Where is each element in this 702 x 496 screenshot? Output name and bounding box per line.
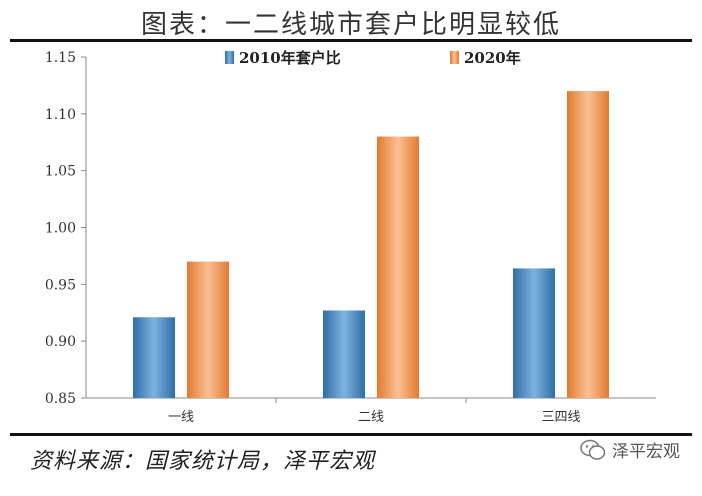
x-tick-label: 一线 (168, 410, 194, 425)
top-rule (10, 39, 692, 42)
chart-axes: 0.85 0.90 0.95 1.00 1.05 1.10 1.15 一线 二线 三四线 (45, 50, 656, 425)
bottom-rule (10, 433, 692, 436)
chart-title: 图表：一二线城市套户比明显较低 (140, 10, 561, 40)
x-tick-label: 三四线 (541, 410, 580, 425)
wechat-icon (580, 439, 606, 460)
bar-series-2010-0 (133, 317, 175, 398)
y-tick-label: 0.95 (45, 277, 76, 293)
legend-swatch (225, 51, 234, 64)
bar-series-2020-0 (187, 261, 229, 398)
legend-label: 2010年套户比 (239, 49, 341, 67)
bar-series-2010-2 (513, 268, 555, 398)
watermark: 泽平宏观 (580, 437, 680, 462)
y-tick-label: 1.10 (45, 107, 76, 123)
y-tick-label: 1.05 (45, 164, 76, 180)
legend-swatch (450, 51, 459, 64)
watermark-label: 泽平宏观 (612, 442, 680, 462)
bar-chart: 0.85 0.90 0.95 1.00 1.05 1.10 1.15 一线 二线 三四线 2010… (45, 49, 656, 425)
chart-bars (133, 91, 609, 399)
bar-series-2020-1 (377, 136, 419, 399)
y-tick-label: 1.15 (45, 50, 76, 66)
bar-series-2020-2 (567, 91, 609, 398)
source-note: 资料来源：国家统计局，泽平宏观 (30, 449, 376, 474)
bar-series-2010-1 (323, 310, 365, 398)
y-tick-label: 1.00 (45, 221, 76, 237)
chart-legend: 2010年套户比 2020年 (225, 49, 521, 67)
x-tick-label: 二线 (358, 410, 384, 425)
y-tick-label: 0.90 (45, 334, 76, 350)
y-tick-label: 0.85 (45, 391, 76, 407)
legend-label: 2020年 (464, 49, 521, 67)
